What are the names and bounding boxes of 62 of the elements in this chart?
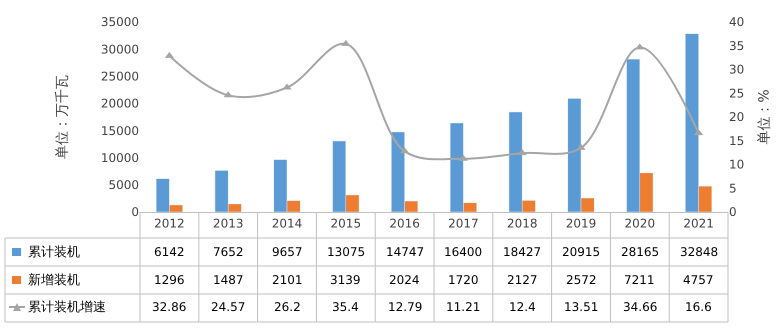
x-tick-label: 2016	[389, 216, 420, 230]
y2-tick-label: 10	[729, 158, 744, 172]
data-label: 6142	[154, 245, 185, 259]
data-label: 11.21	[446, 300, 480, 314]
y2-tick-label: 15	[729, 134, 744, 148]
y-axis-title: 单位：万千瓦	[54, 75, 70, 159]
data-label: 7652	[213, 245, 244, 259]
data-label: 14747	[386, 245, 424, 259]
data-label: 26.2	[274, 300, 301, 314]
y-tick-label: 30000	[100, 42, 139, 56]
y2-tick-label: 30	[729, 62, 744, 77]
data-label: 35.4	[332, 300, 359, 314]
y2-tick-label: 25	[729, 86, 744, 100]
legend-label: 累计装机	[28, 245, 80, 260]
y-tick-label: 5000	[108, 178, 139, 192]
data-label: 1296	[154, 273, 185, 287]
y2-tick-label: 5	[729, 181, 737, 196]
y-tick-label: 20000	[100, 96, 139, 111]
data-label: 12.79	[388, 300, 422, 314]
data-label: 9657	[272, 245, 303, 259]
data-label: 16400	[444, 245, 482, 259]
x-tick-label: 2014	[272, 216, 302, 230]
data-label: 13075	[327, 245, 366, 259]
x-tick-label: 2019	[566, 216, 596, 230]
data-label: 12.4	[509, 300, 536, 314]
data-label: 28165	[621, 245, 660, 259]
data-label: 4757	[683, 273, 714, 287]
data-label: 24.57	[211, 300, 246, 314]
y2-tick-label: 0	[729, 205, 737, 220]
y-tick-label: 35000	[100, 15, 139, 30]
y2-tick-label: 35	[729, 38, 744, 53]
y2-tick-label: 20	[729, 110, 744, 124]
data-label: 3139	[330, 273, 361, 287]
y-tick-label: 10000	[100, 150, 139, 165]
x-tick-label: 2021	[683, 216, 714, 230]
y-tick-label: 15000	[100, 124, 139, 138]
data-label: 16.6	[685, 300, 712, 314]
data-label: 7211	[624, 273, 655, 287]
data-label: 1487	[213, 273, 244, 287]
data-label: 2024	[389, 273, 420, 287]
data-label: 13.51	[564, 300, 598, 314]
x-tick-label: 2012	[154, 216, 185, 230]
data-label: 18427	[503, 245, 542, 259]
x-tick-label: 2015	[330, 216, 362, 230]
data-label: 32848	[680, 245, 718, 259]
x-tick-label: 2013	[212, 216, 244, 230]
legend-label: 新增装机	[28, 273, 80, 288]
y-tick-label: 25000	[100, 69, 139, 84]
data-label: 34.66	[623, 300, 658, 314]
x-tick-label: 2018	[506, 216, 538, 230]
y2-tick-label: 40	[729, 15, 744, 30]
data-label: 1720	[448, 273, 479, 287]
data-label: 2572	[566, 273, 597, 287]
data-label: 32.86	[152, 300, 186, 314]
y2-axis-title: 单位：%	[756, 89, 773, 145]
legend-label: 累计装机增速	[28, 300, 106, 315]
y-tick-label: 0	[131, 205, 139, 220]
data-label: 20915	[562, 245, 600, 259]
x-tick-label: 2017	[448, 216, 479, 230]
data-label: 2127	[507, 273, 538, 287]
x-tick-label: 2020	[624, 216, 656, 230]
data-label: 2101	[272, 273, 303, 287]
